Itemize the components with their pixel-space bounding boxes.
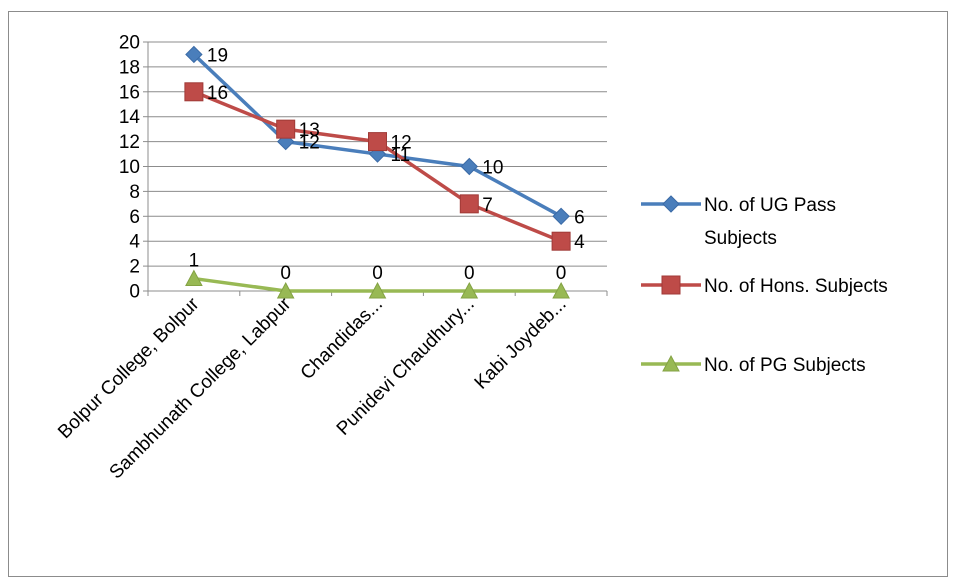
- y-tick-label: 10: [119, 157, 140, 178]
- data-point: [552, 281, 570, 299]
- y-tick-label: 0: [129, 282, 140, 303]
- data-label: 11: [391, 145, 411, 166]
- data-label: 10: [482, 158, 503, 179]
- y-tick-label: 6: [129, 207, 140, 228]
- data-point: [184, 82, 204, 102]
- data-point: [276, 281, 295, 299]
- data-label: 1: [189, 251, 200, 272]
- data-label: 19: [207, 45, 228, 66]
- legend-marker: [661, 275, 681, 295]
- y-tick-label: 2: [129, 257, 140, 278]
- data-point: [460, 281, 479, 299]
- data-point: [552, 207, 570, 226]
- data-point: [276, 119, 296, 139]
- data-point: [185, 269, 203, 287]
- legend-marker: [662, 354, 680, 372]
- legend-label: Subjects: [704, 228, 777, 249]
- data-point: [368, 132, 387, 152]
- data-label: 7: [482, 195, 493, 216]
- data-label: 0: [280, 263, 291, 284]
- data-point: [185, 45, 203, 64]
- legend-label: No. of PG Subjects: [704, 355, 866, 376]
- data-point: [459, 194, 479, 214]
- data-point: [368, 281, 387, 299]
- data-label: 0: [464, 263, 475, 284]
- y-tick-label: 18: [119, 57, 140, 78]
- gridlines: [148, 41, 607, 267]
- y-tick-label: 12: [119, 132, 140, 153]
- legend-label: No. of Hons. Subjects: [704, 276, 888, 297]
- y-tick-label: 8: [129, 182, 140, 203]
- legend-label: No. of UG Pass: [704, 195, 836, 216]
- data-label: 12: [391, 133, 412, 154]
- y-tick-label: 4: [129, 232, 140, 253]
- y-tick-label: 16: [119, 82, 140, 103]
- data-point: [460, 157, 479, 176]
- chart-frame: [8, 11, 948, 577]
- data-label: 12: [299, 133, 320, 154]
- data-label: 13: [299, 120, 320, 141]
- data-label: 0: [556, 263, 567, 284]
- x-category-label: Chandidas...: [297, 294, 387, 384]
- x-category-label: Kabi Joydeb...: [471, 294, 571, 394]
- data-point: [551, 231, 571, 251]
- data-label: 0: [372, 263, 383, 284]
- data-label: 4: [574, 232, 585, 253]
- legend: No. of UG Pass Subjects No. of Hons. Subje…: [641, 195, 888, 376]
- y-tick-label: 14: [119, 107, 141, 128]
- y-tick-label: 20: [119, 33, 140, 54]
- y-axis-ticks: 0 2 4 6 8 10 12 14 16 18 20: [119, 33, 141, 303]
- axes: [143, 41, 608, 296]
- series-lines: [184, 45, 571, 299]
- data-label: 16: [207, 83, 228, 104]
- data-label: 6: [574, 207, 585, 228]
- x-category-label: Sambhunath College, Labpur: [106, 293, 296, 483]
- legend-marker: [662, 195, 680, 213]
